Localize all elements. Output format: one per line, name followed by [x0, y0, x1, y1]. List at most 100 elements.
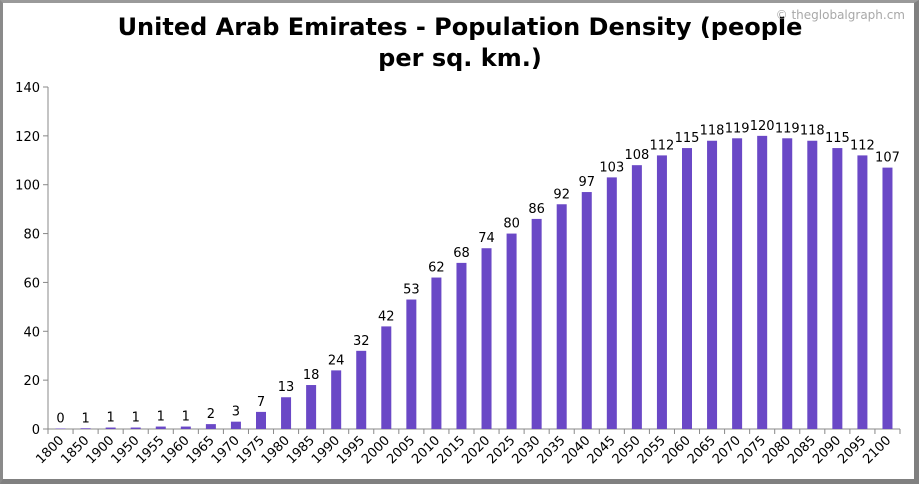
bar-1950 [130, 427, 141, 429]
x-tick-label: 1960 [159, 433, 193, 467]
x-tick-label: 2055 [635, 433, 669, 467]
bar-1975 [256, 411, 266, 429]
bar-2010 [431, 277, 442, 429]
data-label-2035: 92 [553, 187, 570, 202]
data-label-2090: 115 [825, 131, 850, 146]
x-tick-label: 2065 [685, 433, 719, 467]
x-tick-label: 1995 [334, 433, 368, 467]
watermark: © theglobalgraph.cm [776, 8, 905, 22]
data-label-1990: 24 [328, 353, 345, 368]
x-tick-label: 2000 [359, 433, 393, 467]
data-label-1960: 1 [182, 410, 190, 425]
bar-2005 [406, 299, 417, 429]
bar-1985 [306, 385, 317, 429]
x-tick-label: 1900 [83, 433, 117, 467]
y-tick-label: 40 [23, 325, 40, 340]
x-tick-label: 2030 [509, 433, 543, 467]
x-tick-label: 2010 [409, 433, 443, 467]
x-tick-label: 1965 [184, 433, 218, 467]
x-tick-label: 2085 [785, 433, 819, 467]
bar-2070 [732, 138, 743, 430]
data-label-2095: 112 [850, 138, 875, 153]
data-label-1800: 0 [56, 412, 64, 427]
data-label-1965: 2 [207, 407, 215, 422]
data-label-2020: 74 [478, 231, 495, 246]
y-tick-label: 60 [23, 276, 40, 291]
bar-2035 [556, 204, 567, 429]
bar-2025 [506, 233, 517, 429]
x-tick-label: 1970 [209, 433, 243, 467]
bar-2050 [631, 165, 642, 429]
data-label-1975: 7 [257, 395, 265, 410]
data-label-1980: 13 [278, 380, 295, 395]
x-tick-label: 2080 [760, 433, 794, 467]
data-label-2015: 68 [453, 246, 470, 261]
data-label-1850: 1 [81, 411, 89, 426]
data-label-1970: 3 [232, 405, 240, 420]
x-tick-label: 1800 [33, 433, 67, 467]
bar-2055 [656, 155, 667, 429]
x-tick-label: 2020 [459, 433, 493, 467]
bar-2030 [531, 218, 542, 429]
bar-2020 [481, 248, 492, 429]
bar-1980 [281, 397, 292, 429]
data-label-2050: 108 [624, 148, 649, 163]
chart-title-line-2: per sq. km.) [378, 44, 542, 72]
y-tick-label: 120 [15, 130, 40, 145]
chart-title-line-1: United Arab Emirates - Population Densit… [118, 13, 803, 41]
y-tick-label: 100 [15, 179, 40, 194]
data-label-1950: 1 [132, 411, 140, 426]
data-label-2000: 42 [378, 309, 395, 324]
bar-2060 [682, 148, 692, 430]
x-tick-label: 2075 [735, 433, 769, 467]
bar-2075 [757, 135, 768, 429]
data-label-1955: 1 [157, 410, 165, 425]
bar-2085 [807, 140, 818, 429]
data-label-2075: 120 [750, 119, 775, 134]
bar-1850 [80, 428, 91, 429]
x-tick-label: 2070 [710, 433, 744, 467]
bar-2090 [832, 148, 843, 430]
bar-1955 [155, 426, 166, 429]
x-tick-label: 1950 [109, 433, 143, 467]
y-tick-label: 20 [23, 374, 40, 389]
x-tick-label: 1980 [259, 433, 293, 467]
x-tick-label: 2015 [434, 433, 468, 467]
bar-2040 [581, 192, 592, 429]
bar-2000 [381, 326, 392, 429]
data-label-2085: 118 [800, 124, 825, 139]
bar-2095 [857, 155, 868, 429]
data-label-2030: 86 [528, 202, 545, 217]
data-label-2080: 119 [775, 121, 800, 136]
x-tick-label: 2095 [835, 433, 869, 467]
bar-1990 [331, 370, 342, 429]
bar-2080 [782, 138, 793, 430]
data-label-2060: 115 [675, 131, 700, 146]
bar-1960 [180, 426, 191, 429]
data-label-2025: 80 [503, 217, 520, 232]
data-label-2100: 107 [875, 151, 900, 166]
data-label-2070: 119 [725, 121, 750, 136]
data-label-2045: 103 [599, 160, 624, 175]
x-tick-label: 2040 [560, 433, 594, 467]
data-label-2005: 53 [403, 283, 420, 298]
x-tick-label: 1850 [58, 433, 92, 467]
bar-2045 [606, 177, 617, 429]
x-tick-label: 1955 [134, 433, 168, 467]
x-tick-label: 2045 [585, 433, 619, 467]
x-tick-label: 2100 [860, 433, 894, 467]
y-tick-label: 80 [23, 228, 40, 243]
x-tick-label: 2060 [660, 433, 694, 467]
bar-2100 [882, 167, 893, 429]
bar-2065 [707, 140, 718, 429]
x-tick-label: 2090 [810, 433, 844, 467]
bar-1995 [356, 350, 367, 429]
x-tick-label: 2025 [484, 433, 518, 467]
x-tick-label: 2005 [384, 433, 418, 467]
y-tick-label: 0 [32, 423, 40, 438]
x-tick-label: 1985 [284, 433, 318, 467]
bar-1970 [230, 421, 241, 429]
x-tick-label: 1975 [234, 433, 268, 467]
